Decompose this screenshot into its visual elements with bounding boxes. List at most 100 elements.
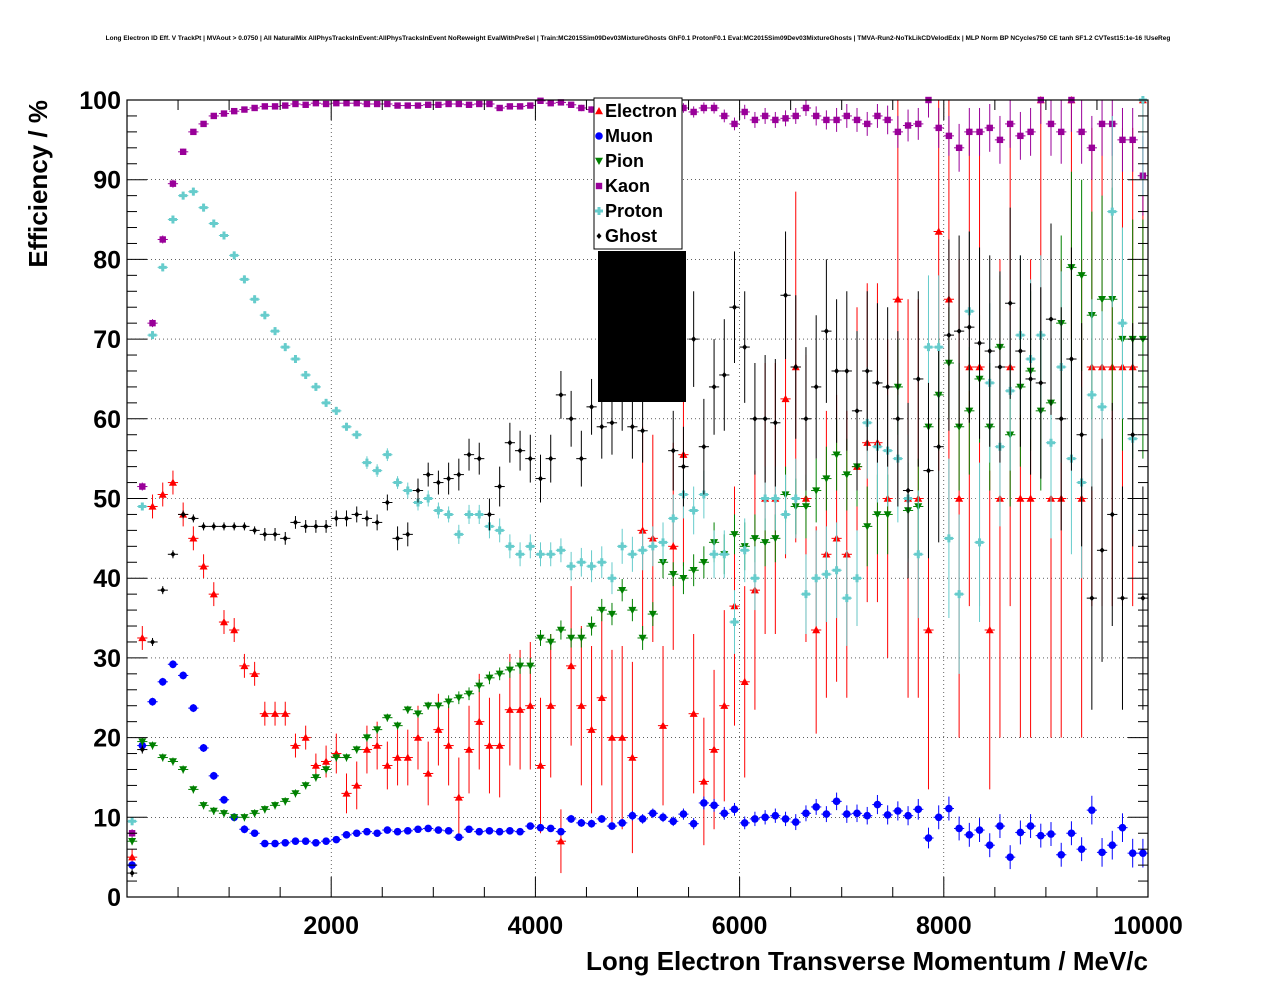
marker xyxy=(669,817,678,826)
data-point-pion xyxy=(698,546,709,579)
marker xyxy=(250,295,259,304)
marker xyxy=(812,803,820,811)
marker xyxy=(924,834,933,842)
marker xyxy=(883,811,892,819)
marker xyxy=(975,538,984,547)
data-point-ghost xyxy=(811,315,822,459)
data-point-pion xyxy=(576,628,587,648)
data-point-ghost xyxy=(412,478,424,503)
data-point-ghost xyxy=(984,255,995,447)
marker xyxy=(262,531,268,538)
data-point-muon xyxy=(361,827,373,836)
data-point-kaon xyxy=(882,105,893,135)
data-point-ghost xyxy=(637,398,648,463)
data-point-ghost xyxy=(167,550,179,559)
marker xyxy=(139,483,146,490)
marker xyxy=(904,811,912,820)
x-tick-label-2: 6000 xyxy=(712,912,768,940)
data-point-proton xyxy=(218,231,230,240)
marker xyxy=(302,101,309,108)
data-point-ghost xyxy=(433,470,444,495)
data-point-proton xyxy=(617,528,628,564)
data-point-ghost xyxy=(382,494,393,511)
data-point-pion xyxy=(361,733,373,742)
data-point-electron xyxy=(137,626,148,650)
legend-label-muon: Muon xyxy=(605,126,653,146)
marker xyxy=(148,502,157,510)
marker xyxy=(1017,348,1023,355)
marker xyxy=(138,738,147,746)
data-point-muon xyxy=(1045,822,1057,846)
marker xyxy=(312,99,320,107)
marker xyxy=(823,116,830,124)
marker xyxy=(383,714,392,722)
data-point-proton xyxy=(361,456,373,470)
marker xyxy=(281,709,290,717)
data-point-pion xyxy=(494,667,505,681)
marker xyxy=(536,634,545,642)
data-point-muon xyxy=(259,839,270,848)
data-point-ghost xyxy=(627,394,638,459)
data-point-muon xyxy=(1015,820,1026,845)
data-point-pion xyxy=(627,598,638,622)
data-point-kaon xyxy=(412,102,424,109)
data-point-ghost xyxy=(504,422,515,463)
data-point-ghost xyxy=(514,430,526,471)
marker xyxy=(1016,494,1025,502)
marker xyxy=(567,661,576,670)
data-point-kaon xyxy=(811,106,822,126)
marker xyxy=(169,660,177,669)
data-point-pion xyxy=(310,773,321,782)
data-point-ghost xyxy=(525,434,536,483)
data-point-proton xyxy=(913,490,924,619)
marker xyxy=(812,626,821,634)
marker xyxy=(567,634,576,642)
data-point-proton xyxy=(525,534,536,559)
data-point-ghost xyxy=(708,339,720,435)
marker xyxy=(997,363,1003,370)
marker xyxy=(597,693,606,701)
grid-layer xyxy=(127,100,1148,897)
marker xyxy=(670,447,676,454)
marker xyxy=(189,786,198,794)
marker xyxy=(1038,379,1044,386)
marker xyxy=(454,694,463,702)
marker xyxy=(772,419,778,426)
marker xyxy=(761,539,770,547)
data-point-ghost xyxy=(392,526,403,551)
data-point-ghost xyxy=(157,586,168,595)
data-point-ghost xyxy=(300,520,311,533)
marker xyxy=(577,701,586,709)
marker xyxy=(966,324,972,331)
marker xyxy=(413,710,422,718)
marker xyxy=(996,822,1004,830)
data-point-pion xyxy=(525,657,536,674)
data-point-muon xyxy=(647,808,658,819)
marker xyxy=(148,697,157,706)
data-point-pion xyxy=(504,661,515,678)
marker xyxy=(1017,132,1024,140)
data-points-layer xyxy=(127,96,1148,878)
data-point-electron xyxy=(392,729,403,786)
data-point-proton xyxy=(974,462,985,623)
data-point-muon xyxy=(657,812,669,823)
data-point-ghost xyxy=(841,291,852,451)
data-point-proton xyxy=(463,504,475,525)
data-point-kaon xyxy=(913,107,924,140)
marker xyxy=(219,810,228,818)
marker xyxy=(394,102,401,109)
marker xyxy=(343,99,350,107)
data-point-kaon xyxy=(402,102,413,109)
marker xyxy=(505,666,514,674)
data-point-muon xyxy=(576,818,587,827)
data-point-muon xyxy=(902,806,914,826)
marker xyxy=(752,415,758,422)
data-point-ghost xyxy=(443,462,454,495)
marker xyxy=(444,510,453,519)
data-point-proton xyxy=(443,506,454,523)
legend-marker-ghost xyxy=(596,233,602,239)
data-point-ghost xyxy=(1015,255,1026,447)
data-point-muon xyxy=(514,827,526,836)
y-tick-label-4: 40 xyxy=(93,565,121,593)
data-point-muon xyxy=(1035,823,1046,848)
